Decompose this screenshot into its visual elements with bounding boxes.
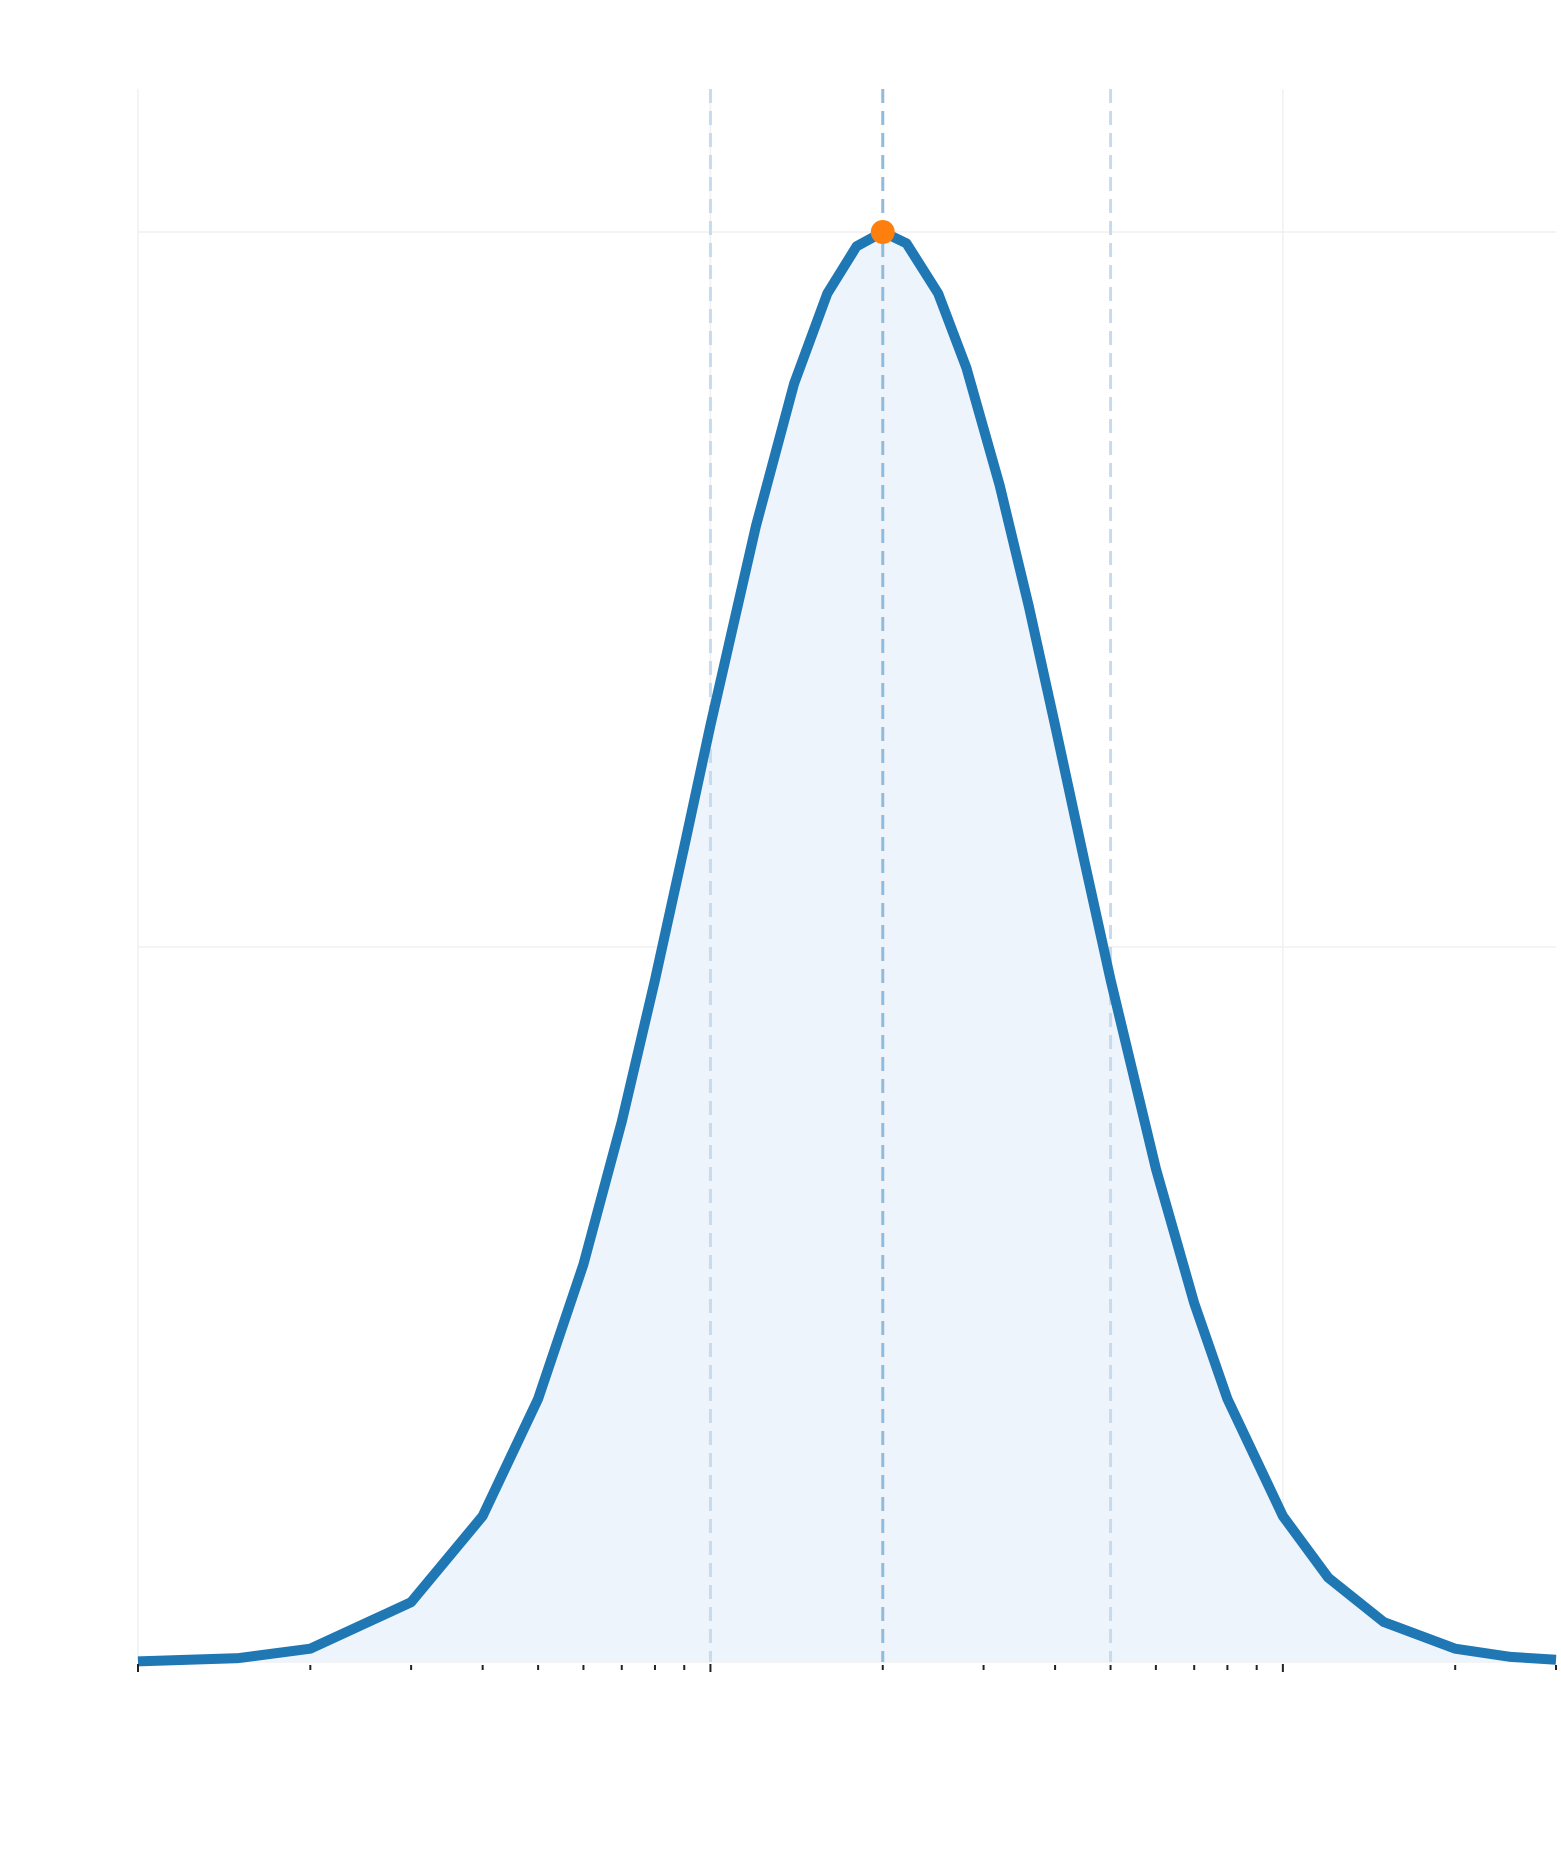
line	[137, 227, 1557, 1667]
area	[138, 232, 1556, 1662]
peak-point	[870, 220, 895, 244]
